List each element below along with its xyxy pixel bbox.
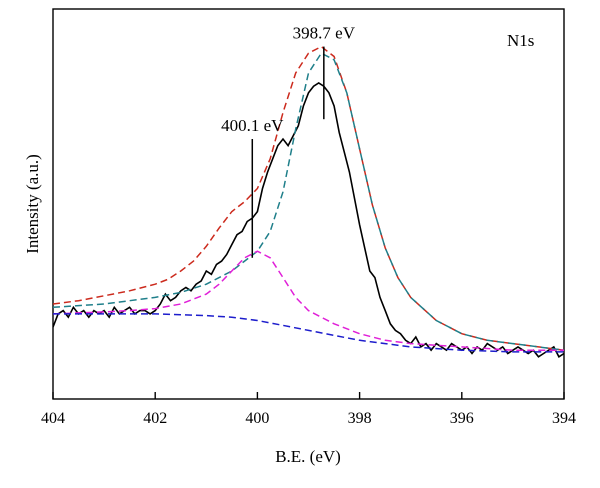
annotation-label-1: 398.7 eV	[293, 24, 356, 43]
x-tick-label-398: 398	[348, 410, 372, 427]
tick-layer: 404 402 400 398 396 394	[41, 392, 576, 427]
y-axis-title: Intensity (a.u.)	[23, 154, 42, 254]
series-line-1	[53, 81, 564, 358]
x-tick-label-394: 394	[552, 410, 576, 427]
x-tick-label-402: 402	[143, 410, 167, 427]
x-tick-label-400: 400	[245, 410, 269, 427]
panel-label: N1s	[507, 31, 534, 50]
series-line-3	[53, 52, 564, 351]
plot-frame	[52, 8, 565, 400]
x-tick-label-396: 396	[450, 410, 474, 427]
annotation-label-2: 400.1 eV	[221, 116, 284, 135]
series-line-4	[53, 250, 564, 351]
series-line-5	[53, 313, 564, 353]
series-layer	[53, 45, 564, 358]
x-tick-label-404: 404	[41, 410, 65, 427]
annotation-layer: 398.7 eV 400.1 eV	[221, 24, 356, 258]
x-axis-title: B.E. (eV)	[275, 447, 341, 466]
series-line-2	[53, 45, 564, 351]
